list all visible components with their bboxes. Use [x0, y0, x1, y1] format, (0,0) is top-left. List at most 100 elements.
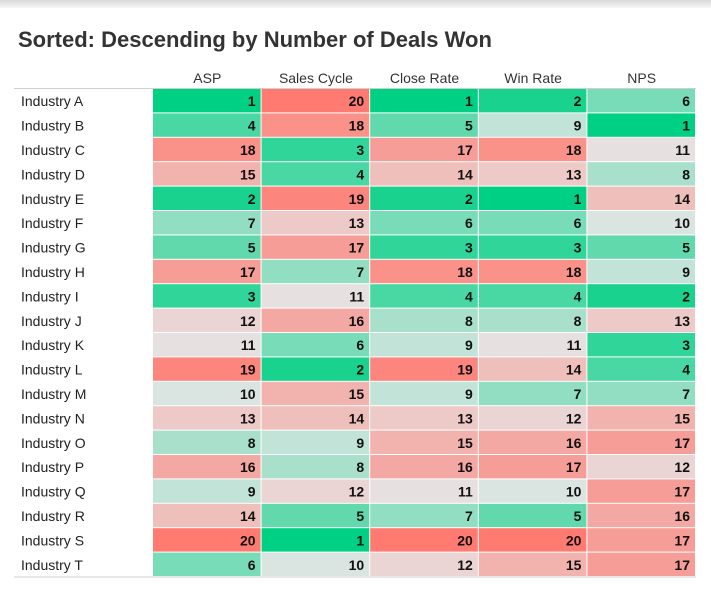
heatmap-cell: [370, 430, 478, 454]
row-label: Industry J: [21, 313, 82, 329]
heatmap-cell: [153, 357, 261, 381]
heatmap-cell: [261, 235, 370, 259]
cell-value: 9: [574, 118, 582, 134]
heatmap-cell: [261, 479, 370, 503]
heatmap-cell: [261, 89, 370, 113]
cell-value: 2: [465, 191, 473, 207]
column-header: NPS: [627, 70, 656, 86]
cell-value: 8: [356, 459, 364, 475]
row-label: Industry N: [21, 410, 85, 426]
cell-value: 11: [675, 142, 690, 158]
heatmap-cell: [261, 455, 370, 479]
cell-value: 16: [674, 508, 690, 524]
heatmap-cell: [478, 113, 587, 137]
row-label: Industry M: [21, 386, 86, 402]
cell-value: 3: [465, 240, 473, 256]
heatmap-cell: [587, 479, 695, 503]
cell-value: 5: [248, 240, 256, 256]
heatmap-cell: [587, 235, 695, 259]
cell-value: 17: [566, 459, 582, 475]
cell-value: 9: [465, 337, 473, 353]
row-label: Industry L: [21, 362, 83, 378]
heatmap-cell: [153, 381, 261, 406]
cell-value: 5: [356, 508, 364, 524]
heatmap-cell: [370, 89, 478, 113]
row-label: Industry C: [21, 142, 85, 158]
cell-value: 4: [356, 166, 364, 182]
cell-value: 18: [566, 264, 582, 280]
cell-value: 5: [682, 240, 690, 256]
cell-value: 15: [457, 435, 473, 451]
cell-value: 14: [457, 166, 473, 182]
heatmap-cell: [261, 186, 370, 210]
cell-value: 15: [349, 386, 365, 402]
cell-value: 13: [349, 215, 365, 231]
cell-value: 2: [682, 288, 690, 304]
cell-value: 17: [457, 142, 473, 158]
cell-value: 12: [674, 459, 690, 475]
heatmap-cell: [153, 186, 261, 210]
cell-value: 1: [682, 118, 690, 134]
heatmap-cell: [478, 430, 587, 454]
heatmap-cell: [261, 357, 370, 381]
cell-value: 18: [349, 118, 365, 134]
cell-value: 9: [356, 435, 364, 451]
heatmap-cell: [478, 308, 587, 332]
heatmap-cell: [478, 284, 587, 308]
cell-value: 13: [674, 313, 690, 329]
cell-value: 16: [566, 435, 582, 451]
heatmap-cell: [370, 137, 478, 162]
cell-value: 15: [674, 410, 690, 426]
cell-value: 8: [465, 313, 473, 329]
heatmap-cell: [153, 235, 261, 259]
cell-value: 6: [248, 557, 256, 573]
row-label: Industry F: [21, 215, 83, 231]
cell-value: 19: [240, 362, 256, 378]
heatmap-cell: [587, 455, 695, 479]
heatmap-cell: [153, 406, 261, 430]
heatmap-cell: [153, 211, 261, 235]
cell-value: 20: [349, 93, 365, 109]
heatmap-cell: [153, 113, 261, 137]
heatmap-cell: [153, 162, 261, 186]
heatmap-cell: [261, 137, 370, 162]
heatmap-cell: [261, 381, 370, 406]
heatmap-cell: [587, 430, 695, 454]
row-label: Industry B: [21, 118, 84, 134]
cell-value: 2: [574, 93, 582, 109]
cell-value: 5: [465, 118, 473, 134]
heatmap-cell: [153, 259, 261, 284]
cell-value: 1: [356, 532, 364, 548]
cell-value: 14: [566, 362, 582, 378]
column-header: Close Rate: [390, 70, 459, 86]
cell-value: 7: [465, 508, 473, 524]
cell-value: 19: [457, 362, 473, 378]
cell-value: 9: [248, 484, 256, 500]
heatmap-cell: [261, 113, 370, 137]
cell-value: 1: [248, 93, 256, 109]
heatmap-cell: [261, 259, 370, 284]
cell-value: 16: [349, 313, 365, 329]
heatmap-cell: [370, 235, 478, 259]
heatmap-cell: [587, 137, 695, 162]
cell-value: 10: [240, 386, 256, 402]
cell-value: 17: [349, 240, 365, 256]
heatmap-cell: [478, 381, 587, 406]
cell-value: 1: [574, 191, 582, 207]
cell-value: 4: [465, 288, 473, 304]
row-label: Industry K: [21, 337, 85, 353]
cell-value: 18: [240, 142, 256, 158]
heatmap-cell: [587, 528, 695, 552]
heatmap-cell: [370, 479, 478, 503]
row-label: Industry I: [21, 288, 79, 304]
cell-value: 6: [465, 215, 473, 231]
top-edge-bar: [0, 0, 711, 8]
cell-value: 12: [457, 557, 473, 573]
row-label: Industry E: [21, 191, 84, 207]
row-label: Industry S: [21, 532, 84, 548]
heatmap-cell: [370, 333, 478, 357]
heatmap-cell: [370, 455, 478, 479]
heatmap-cell: [370, 186, 478, 210]
heatmap-cell: [587, 186, 695, 210]
cell-value: 8: [574, 313, 582, 329]
